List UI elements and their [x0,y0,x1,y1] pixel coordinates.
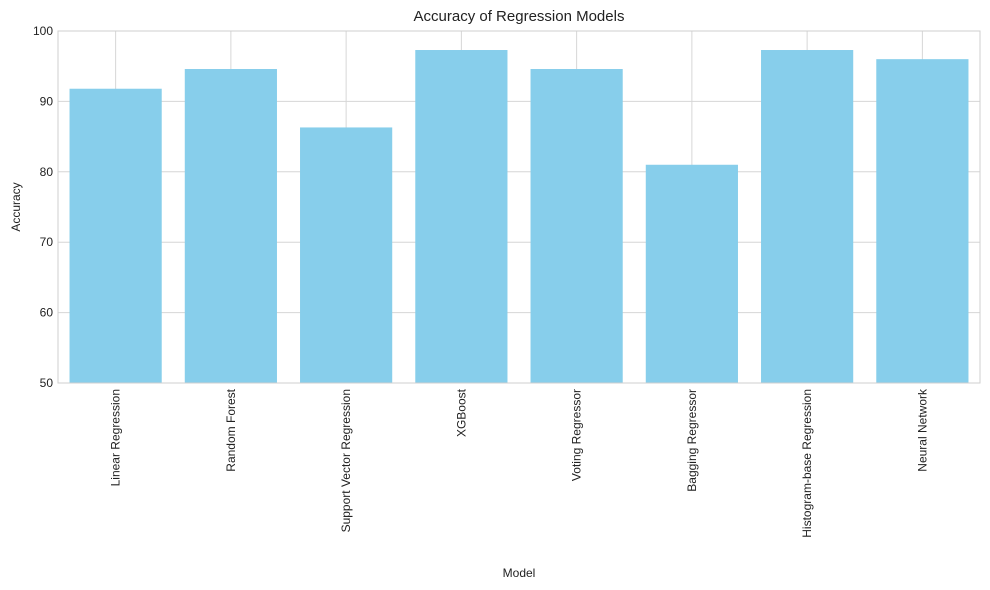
bar-voting-regressor [530,69,623,384]
bar-histogram-base-regression [761,50,854,384]
y-tick-label-100: 100 [33,24,53,38]
y-tick-label-60: 60 [40,306,54,320]
x-axis-ticks: Linear Regression Random Forest Support Ve… [109,388,930,538]
x-tick-label-support-vector-regression: Support Vector Regression [339,389,353,532]
y-axis-label: Accuracy [9,182,23,231]
bar-linear-regression [69,88,162,383]
x-tick-label-xgboost: XGBoost [454,388,468,437]
x-tick-label-linear-regression: Linear Regression [109,389,123,486]
y-tick-label-50: 50 [40,376,54,390]
x-tick-label-bagging-regressor: Bagging Regressor [685,389,699,492]
bar-bagging-regressor [645,164,738,383]
x-axis-label: Model [503,566,536,580]
bar-support-vector-regression [300,127,393,383]
x-tick-label-histogram-base-regression: Histogram-base Regression [800,389,814,538]
bars-layer [69,50,969,384]
chart-title: Accuracy of Regression Models [414,8,625,25]
plot-frame [57,30,981,384]
x-tick-label-neural-network: Neural Network [915,388,929,472]
x-tick-label-voting-regressor: Voting Regressor [570,389,584,481]
y-tick-label-80: 80 [40,165,54,179]
y-tick-label-70: 70 [40,235,54,249]
bar-neural-network [876,59,969,383]
bar-random-forest [184,69,277,384]
bar-xgboost [415,50,508,384]
y-tick-label-90: 90 [40,94,54,108]
x-tick-label-random-forest: Random Forest [224,388,238,471]
y-axis-ticks: 50 60 70 80 90 100 [33,24,53,390]
